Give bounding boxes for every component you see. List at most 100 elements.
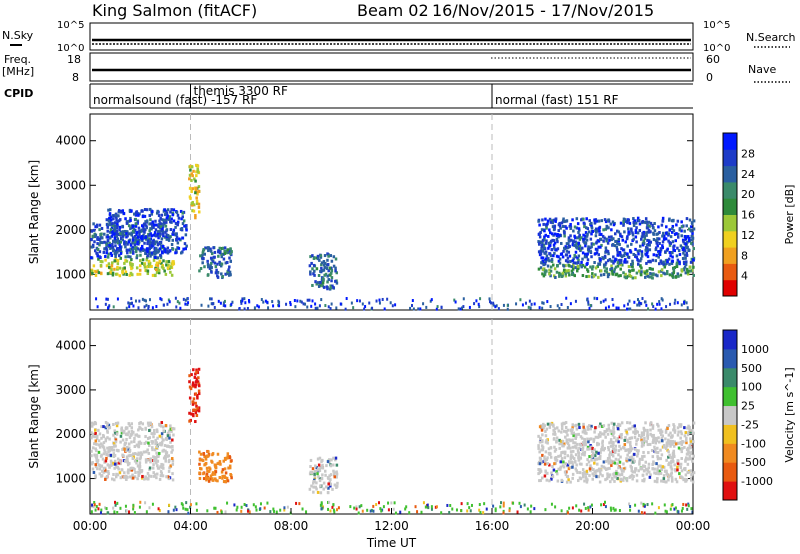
data-cell	[319, 255, 323, 259]
data-cell	[682, 240, 685, 244]
data-cell	[656, 457, 660, 461]
data-cell	[372, 509, 375, 513]
data-cell	[147, 259, 151, 263]
data-cell	[643, 454, 646, 458]
data-cell	[569, 238, 573, 242]
data-cell	[538, 306, 541, 310]
data-cell	[195, 201, 199, 205]
data-cell	[104, 466, 107, 470]
data-cell	[197, 205, 201, 209]
data-cell	[194, 179, 197, 183]
data-cell	[114, 249, 118, 253]
data-cell	[574, 250, 578, 254]
data-cell	[131, 248, 135, 252]
data-cell	[186, 508, 189, 512]
data-cell	[571, 423, 574, 427]
data-cell	[692, 227, 696, 231]
data-cell	[661, 219, 665, 223]
data-cell	[223, 467, 227, 471]
data-cell	[529, 510, 532, 514]
data-cell	[651, 424, 655, 428]
data-cell	[131, 301, 134, 305]
data-cell	[191, 402, 195, 406]
data-cell	[582, 422, 585, 426]
data-cell	[106, 422, 109, 426]
data-cell	[90, 421, 94, 425]
data-cell	[107, 423, 111, 427]
data-cell	[602, 239, 605, 243]
data-cell	[665, 510, 668, 514]
data-cell	[662, 445, 666, 449]
data-cell	[226, 501, 229, 505]
data-cell	[246, 509, 249, 513]
data-cell	[394, 303, 397, 307]
data-cell	[135, 443, 139, 447]
data-cell	[322, 260, 326, 264]
data-cell	[113, 444, 116, 448]
data-cell	[594, 470, 597, 474]
colorbar-swatch	[723, 481, 737, 501]
data-cell	[574, 453, 578, 457]
data-cell	[506, 303, 509, 307]
data-cell	[144, 460, 148, 464]
data-cell	[659, 448, 662, 452]
data-cell	[154, 455, 157, 459]
data-cell	[586, 227, 590, 231]
data-cell	[632, 221, 636, 225]
data-cell	[545, 224, 548, 228]
data-cell	[592, 242, 595, 246]
data-cell	[123, 447, 126, 451]
data-cell	[167, 510, 170, 514]
data-cell	[91, 245, 95, 249]
data-cell	[552, 263, 555, 267]
data-cell	[671, 259, 674, 263]
data-cell	[210, 270, 213, 274]
data-cell	[572, 457, 576, 461]
data-cell	[587, 230, 591, 234]
data-cell	[620, 436, 623, 440]
data-cell	[610, 476, 614, 480]
data-cell	[95, 246, 99, 250]
data-cell	[680, 509, 683, 513]
data-cell	[549, 446, 553, 450]
data-cell	[671, 219, 675, 223]
data-cell	[171, 426, 174, 430]
data-cell	[606, 241, 610, 245]
data-cell	[629, 307, 632, 311]
data-cell	[139, 451, 143, 455]
data-cell	[676, 235, 680, 239]
data-cell	[549, 269, 553, 273]
data-cell	[143, 248, 146, 252]
data-cell	[537, 240, 540, 244]
data-cell	[613, 259, 616, 263]
data-cell	[99, 259, 103, 263]
data-cell	[607, 427, 611, 431]
data-cell	[604, 220, 608, 224]
data-cell	[328, 474, 331, 478]
data-cell	[120, 233, 124, 237]
data-cell	[661, 434, 665, 438]
data-cell	[204, 246, 207, 250]
data-cell	[623, 230, 626, 234]
data-cell	[583, 437, 586, 441]
data-cell	[651, 440, 655, 444]
data-cell	[107, 235, 110, 239]
data-cell	[131, 229, 135, 233]
data-cell	[207, 479, 211, 483]
data-cell	[229, 247, 232, 251]
data-cell	[577, 422, 581, 426]
data-cell	[207, 454, 210, 458]
data-cell	[211, 471, 215, 475]
data-cell	[674, 239, 678, 243]
data-cell	[328, 458, 331, 462]
data-cell	[116, 265, 119, 269]
data-cell	[312, 256, 316, 260]
data-cell	[555, 458, 559, 462]
data-cell	[633, 470, 636, 474]
data-cell	[105, 241, 108, 245]
data-cell	[430, 505, 433, 509]
data-cell	[603, 265, 606, 269]
xtick-label: 20:00	[575, 519, 610, 533]
data-cell	[616, 261, 620, 265]
data-cell	[195, 377, 199, 381]
